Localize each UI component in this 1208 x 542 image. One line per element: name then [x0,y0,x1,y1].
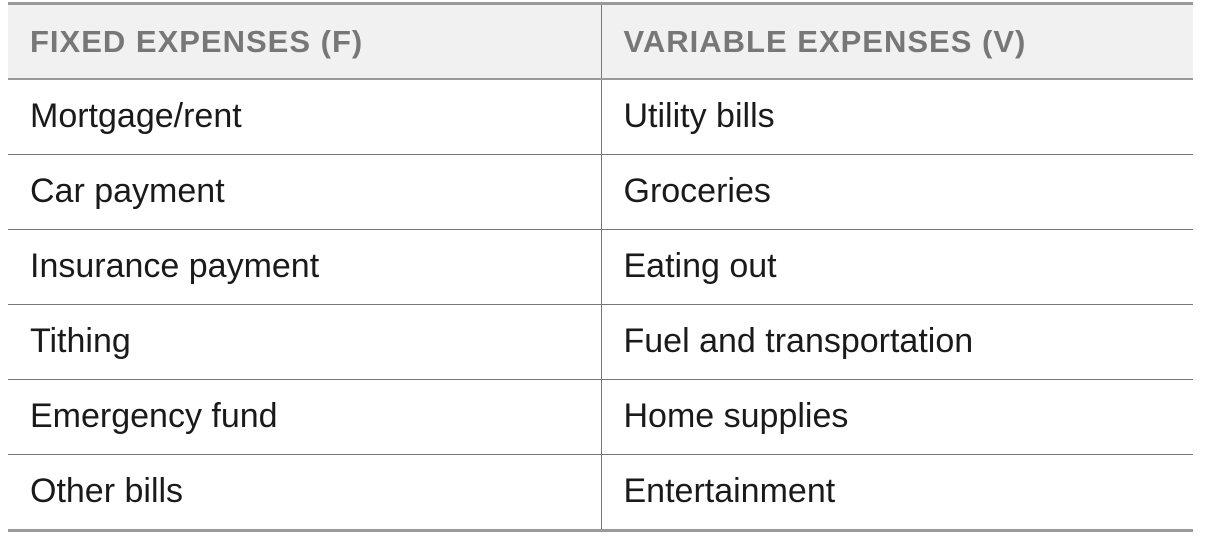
fixed-expense-cell: Tithing [8,304,602,380]
expenses-table-container: FIXED EXPENSES (F) VARIABLE EXPENSES (V)… [8,2,1193,532]
header-row: FIXED EXPENSES (F) VARIABLE EXPENSES (V) [8,5,1193,80]
variable-expense-cell: Eating out [601,229,1193,305]
table-row: Insurance payment Eating out [8,229,1193,305]
fixed-expense-cell: Other bills [8,454,602,529]
table-row: Mortgage/rent Utility bills [8,79,1193,155]
table-header: FIXED EXPENSES (F) VARIABLE EXPENSES (V) [8,5,1193,80]
header-variable-expenses: VARIABLE EXPENSES (V) [601,5,1193,80]
expenses-table: FIXED EXPENSES (F) VARIABLE EXPENSES (V)… [8,5,1193,529]
fixed-expense-cell: Car payment [8,154,602,230]
fixed-expense-cell: Emergency fund [8,379,602,455]
variable-expense-cell: Fuel and transportation [601,304,1193,380]
variable-expense-cell: Utility bills [601,79,1193,155]
variable-expense-cell: Entertainment [623,472,836,511]
table-row: Other bills Entertainment [8,454,1193,529]
table-row: Emergency fund Home supplies [8,379,1193,455]
table-row: Tithing Fuel and transportation [8,304,1193,380]
header-fixed-expenses: FIXED EXPENSES (F) [8,5,602,80]
table-body: Mortgage/rent Utility bills Car payment … [8,79,1193,529]
fixed-expense-cell: Mortgage/rent [8,79,602,155]
variable-expense-cell: Groceries [601,154,1193,230]
variable-expense-cell: Home supplies [601,379,1193,455]
fixed-expense-cell: Insurance payment [8,229,602,305]
table-row: Car payment Groceries [8,154,1193,230]
